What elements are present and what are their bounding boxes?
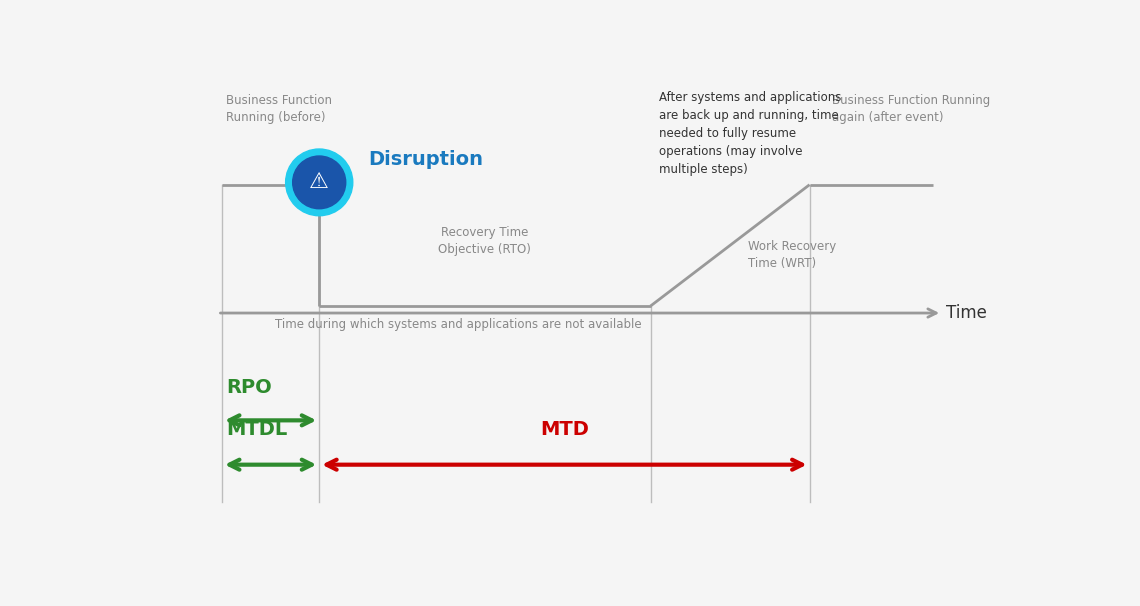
Text: Time: Time: [946, 304, 987, 322]
Text: Disruption: Disruption: [368, 150, 483, 168]
Text: After systems and applications
are back up and running, time
needed to fully res: After systems and applications are back …: [659, 92, 841, 176]
Text: MTD: MTD: [540, 420, 588, 439]
Text: Business Function
Running (before): Business Function Running (before): [227, 94, 333, 124]
Text: RPO: RPO: [227, 378, 272, 397]
Ellipse shape: [286, 149, 352, 216]
Text: Work Recovery
Time (WRT): Work Recovery Time (WRT): [748, 240, 836, 270]
Text: ⚠: ⚠: [309, 172, 329, 192]
Text: Recovery Time
Objective (RTO): Recovery Time Objective (RTO): [439, 225, 531, 256]
Ellipse shape: [293, 156, 345, 208]
Text: Time during which systems and applications are not available: Time during which systems and applicatio…: [275, 318, 642, 331]
Text: MTDL: MTDL: [227, 420, 287, 439]
Text: Business Function Running
again (after event): Business Function Running again (after e…: [832, 94, 990, 124]
